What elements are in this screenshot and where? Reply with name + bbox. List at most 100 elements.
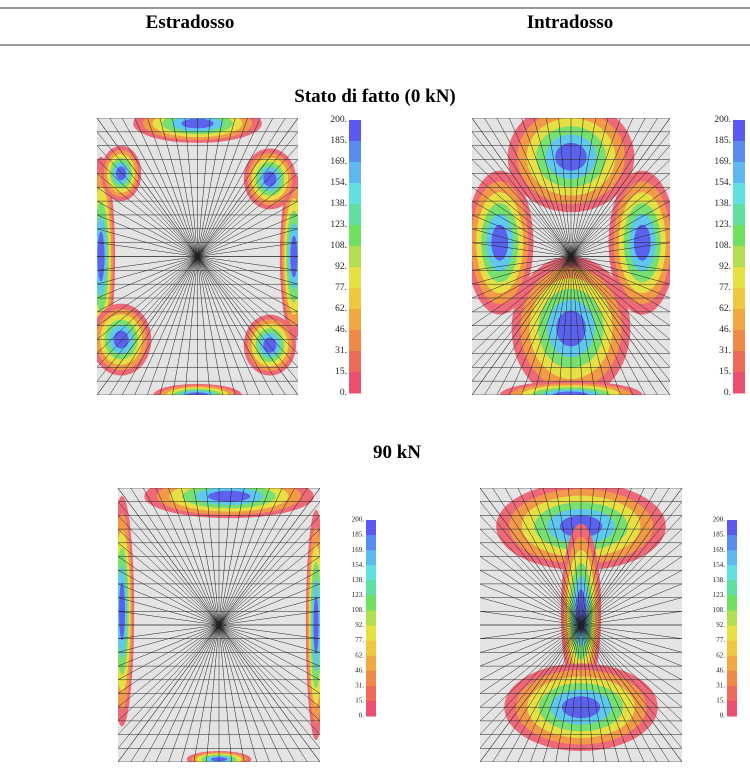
scale-label: 185.: [713, 531, 726, 539]
contour-plot: [480, 483, 682, 762]
scale-label: 169.: [352, 546, 365, 554]
colorbar-step: [733, 309, 745, 331]
scale-label: 154.: [713, 561, 726, 569]
scale-label: 123.: [713, 591, 726, 599]
colorbar-step: [349, 246, 361, 268]
scale-label: 185.: [352, 531, 365, 539]
scale-label: 46.: [719, 325, 731, 335]
colorbar-step: [727, 671, 737, 687]
scale-label: 154.: [714, 178, 731, 188]
scale-label: 62.: [335, 304, 347, 314]
colorbar-step: [366, 565, 376, 581]
scale-label: 0.: [340, 388, 347, 398]
scale-label: 92.: [335, 262, 347, 272]
colorbar-step: [349, 288, 361, 310]
figure: Estradosso Intradosso Stato di fatto (0 …: [0, 0, 750, 769]
colorbar-step: [366, 626, 376, 642]
scale-label: 92.: [716, 621, 725, 629]
contour-plot: [87, 104, 308, 406]
column-header: Intradosso: [527, 12, 614, 33]
scale-label: 77.: [719, 283, 731, 293]
colorbar-step: [733, 267, 745, 289]
colorbar-step: [733, 204, 745, 226]
colorbar-step: [733, 120, 745, 142]
colorbar-step: [733, 162, 745, 184]
scale-label: 123.: [352, 591, 365, 599]
colorbar-step: [727, 595, 737, 611]
colorbar-step: [727, 550, 737, 566]
colorbar-step: [366, 595, 376, 611]
scale-label: 0.: [720, 712, 726, 720]
scale-label: 77.: [716, 636, 725, 644]
colorbar-step: [733, 330, 745, 352]
page: {"header": {"columns": ["Estradosso", "I…: [0, 0, 750, 769]
scale-label: 46.: [355, 666, 364, 674]
scale-label: 123.: [714, 220, 731, 230]
scale-label: 46.: [716, 666, 725, 674]
colorbar-step: [733, 288, 745, 310]
colorbar-step: [727, 626, 737, 642]
scale-label: 138.: [330, 199, 347, 209]
scale-label: 15.: [355, 697, 364, 705]
colorbar-step: [366, 520, 376, 536]
colorbar-step: [727, 686, 737, 702]
contour-plot: [110, 474, 326, 767]
colorbar-step: [349, 372, 361, 394]
scale-label: 138.: [352, 576, 365, 584]
scale-label: 15.: [335, 367, 347, 377]
colorbar-step: [366, 671, 376, 687]
scale-label: 185.: [714, 136, 731, 146]
colorbar-step: [349, 141, 361, 163]
colorbar-step: [366, 656, 376, 672]
section-title: Stato di fatto (0 kN): [294, 86, 456, 107]
scale-label: 77.: [335, 283, 347, 293]
scale-label: 31.: [719, 346, 731, 356]
scale-label: 200.: [713, 516, 726, 524]
colorbar-step: [349, 351, 361, 373]
colorbar-step: [366, 641, 376, 657]
colorbar-step: [727, 580, 737, 596]
colorbar-step: [727, 520, 737, 536]
colorbar-step: [349, 309, 361, 331]
colorbar-step: [366, 686, 376, 702]
stress-zone: [208, 491, 250, 502]
colorbar-step: [366, 535, 376, 551]
colorbar-step: [733, 141, 745, 163]
colorbar-step: [366, 550, 376, 566]
scale-label: 169.: [713, 546, 726, 554]
colorbar-step: [349, 120, 361, 142]
colorbar-step: [727, 610, 737, 626]
colorbar-step: [366, 610, 376, 626]
scale-label: 15.: [719, 367, 731, 377]
scale-label: 15.: [716, 697, 725, 705]
scale-label: 169.: [714, 157, 731, 167]
colorbar-step: [733, 246, 745, 268]
colorbar-step: [733, 183, 745, 205]
scale-label: 31.: [355, 681, 364, 689]
colorbar-step: [366, 580, 376, 596]
scale-label: 77.: [355, 636, 364, 644]
scale-label: 31.: [335, 346, 347, 356]
colorbar-step: [349, 330, 361, 352]
body: Estradosso Intradosso Stato di fatto (0 …: [0, 0, 750, 769]
scale-label: 31.: [716, 681, 725, 689]
scale-label: 169.: [330, 157, 347, 167]
colorbar-step: [727, 641, 737, 657]
scale-label: 108.: [330, 241, 347, 251]
colorbar-step: [349, 162, 361, 184]
scale-label: 200.: [352, 516, 365, 524]
scale-label: 62.: [716, 651, 725, 659]
colorbar-step: [349, 267, 361, 289]
scale-label: 108.: [714, 241, 731, 251]
scale-label: 138.: [713, 576, 726, 584]
colorbar-step: [349, 225, 361, 247]
scale-label: 138.: [714, 199, 731, 209]
scale-label: 62.: [719, 304, 731, 314]
scale-label: 123.: [330, 220, 347, 230]
scale-label: 0.: [724, 388, 731, 398]
colorbar-step: [366, 701, 376, 717]
scale-label: 154.: [330, 178, 347, 188]
scale-label: 200.: [330, 115, 347, 125]
section-title: 90 kN: [373, 442, 421, 463]
colorbar-step: [727, 535, 737, 551]
